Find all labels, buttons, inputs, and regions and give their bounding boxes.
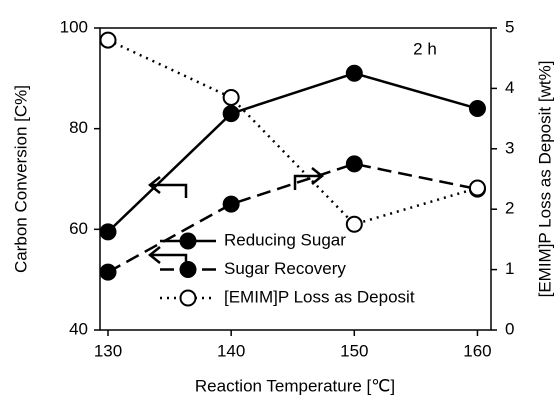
y2-axis-label: [EMIM]P Loss as Deposit [wt%] — [535, 61, 554, 298]
y-tick-label: 60 — [69, 219, 88, 238]
data-point — [222, 195, 240, 213]
series-line — [107, 162, 478, 274]
data-point — [99, 223, 117, 241]
x-axis-label: Reaction Temperature [℃] — [195, 376, 395, 395]
data-point — [345, 215, 363, 233]
arrowhead — [147, 246, 161, 264]
y2-tick-label: 2 — [505, 199, 514, 218]
annotation: 2 h — [413, 39, 437, 58]
arrows — [147, 167, 325, 268]
x-tick-label: 140 — [217, 341, 245, 360]
legend-marker — [179, 261, 197, 278]
data-point — [468, 179, 486, 197]
x-tick-label: 160 — [463, 341, 491, 360]
y-axis-label: Carbon Conversion [C%] — [11, 85, 30, 273]
arrow-right — [293, 174, 320, 190]
y2-tick-label: 1 — [505, 259, 514, 278]
y-tick-label: 80 — [69, 118, 88, 137]
legend-label: Sugar Recovery — [224, 259, 346, 278]
arrowhead — [311, 167, 325, 185]
x-tick-label: 130 — [94, 341, 122, 360]
y-tick-label: 100 — [60, 17, 88, 36]
series-line — [107, 71, 478, 233]
plot-frame — [99, 27, 492, 331]
legend-marker — [179, 232, 197, 250]
y-tick-label: 40 — [69, 319, 88, 338]
data-point — [345, 155, 363, 173]
data-point — [468, 100, 486, 118]
data-point — [99, 263, 117, 281]
data-point — [345, 64, 363, 82]
legend-label: [EMIM]P Loss as Deposit — [224, 287, 415, 306]
y2-tick-label: 5 — [505, 17, 514, 36]
data-point — [222, 88, 240, 106]
legend-label: Reducing Sugar — [224, 230, 346, 249]
y2-tick-label: 3 — [505, 138, 514, 157]
y2-tick-label: 4 — [505, 78, 514, 97]
arrow-left — [152, 183, 188, 198]
y2-tick-label: 0 — [505, 319, 514, 338]
data-point — [222, 105, 240, 123]
data-point — [99, 31, 117, 49]
legend-marker — [179, 289, 197, 307]
x-tick-label: 150 — [340, 341, 368, 360]
arrowhead — [147, 176, 161, 194]
series-line — [107, 38, 478, 226]
